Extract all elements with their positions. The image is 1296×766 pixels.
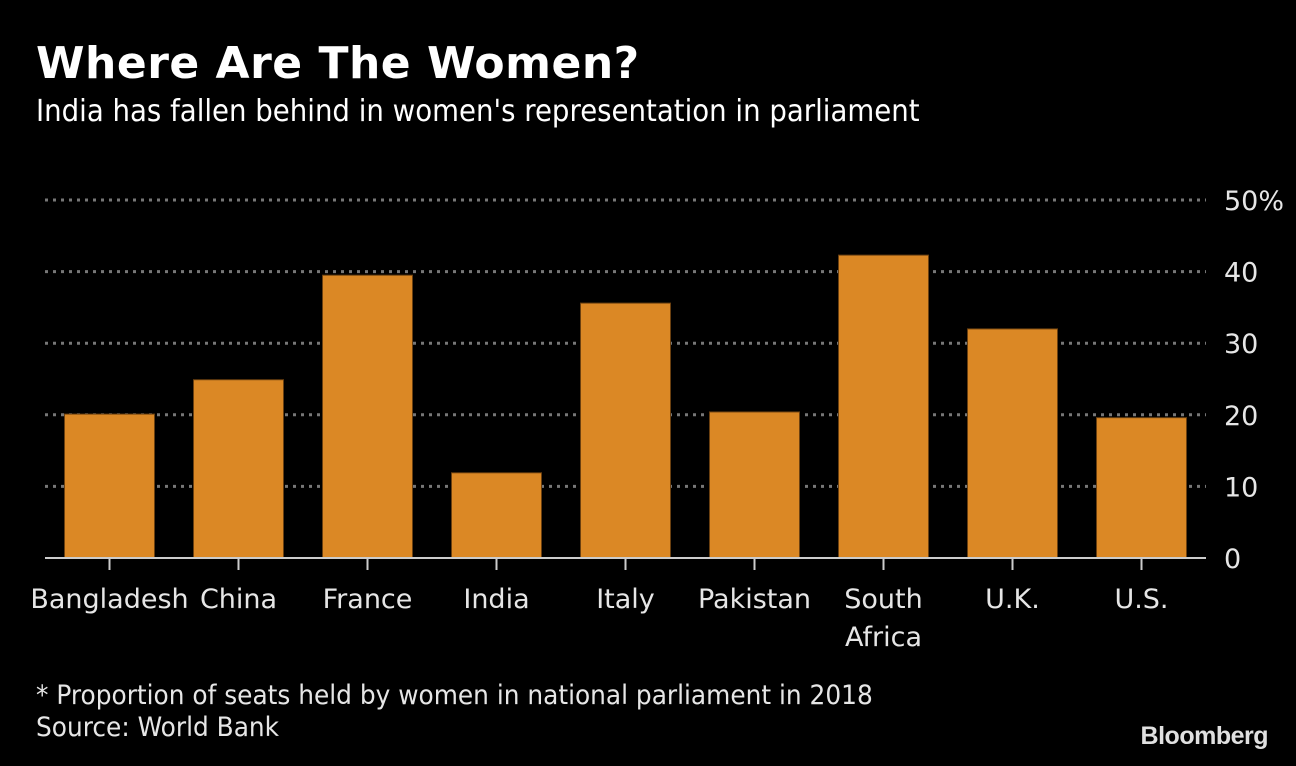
x-axis — [45, 557, 1206, 570]
x-axis-category-labels: Bangladesh China France India Italy Pakistan S… — [30, 584, 1168, 653]
bloomberg-logo: Bloomberg — [1140, 722, 1269, 750]
x-category-label: South — [844, 584, 922, 615]
bars — [64, 254, 1187, 559]
x-category-label: Pakistan — [698, 584, 811, 615]
footnote: * Proportion of seats held by women in n… — [36, 680, 873, 744]
footnote-note: * Proportion of seats held by women in n… — [36, 680, 873, 711]
bar-france — [322, 274, 413, 559]
y-axis-tick-labels: 0 10 20 30 40 50% — [1224, 186, 1284, 575]
bar-bangladesh — [64, 413, 155, 559]
y-tick-label: 10 — [1224, 472, 1258, 503]
bar-india — [451, 472, 542, 559]
x-category-label: France — [323, 584, 413, 615]
x-category-label: India — [463, 584, 529, 615]
x-category-label: U.S. — [1114, 584, 1168, 615]
bar-u-s- — [1096, 417, 1187, 559]
x-category-label: China — [200, 584, 277, 615]
bar-u-k- — [967, 328, 1058, 559]
x-category-label: Bangladesh — [30, 584, 188, 615]
bar-south-africa — [838, 254, 929, 559]
x-category-label: Africa — [845, 622, 922, 653]
y-tick-label: 50% — [1224, 186, 1284, 217]
chart-subtitle: India has fallen behind in women's repre… — [36, 94, 920, 129]
y-tick-label: 0 — [1224, 544, 1241, 575]
chart-title: Where Are The Women? — [36, 38, 640, 89]
bar-china — [193, 379, 284, 559]
x-category-label: Italy — [596, 584, 655, 615]
bar-italy — [580, 302, 671, 559]
x-category-label: U.K. — [985, 584, 1040, 615]
bar-pakistan — [709, 411, 800, 559]
y-tick-label: 30 — [1224, 329, 1258, 360]
y-tick-label: 40 — [1224, 258, 1258, 289]
footnote-source: Source: World Bank — [36, 712, 280, 743]
y-tick-label: 20 — [1224, 401, 1258, 432]
